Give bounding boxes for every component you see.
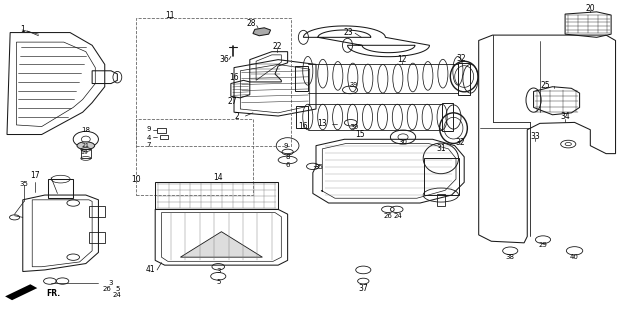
Text: 36: 36: [220, 55, 229, 64]
Text: 28: 28: [247, 20, 257, 28]
Polygon shape: [180, 232, 262, 257]
Text: 19: 19: [81, 150, 88, 156]
Bar: [155, 182, 278, 209]
Bar: [295, 66, 308, 92]
Text: 12: 12: [398, 55, 407, 64]
Bar: [89, 206, 105, 217]
Text: 31: 31: [436, 144, 446, 153]
Text: 40: 40: [570, 253, 579, 260]
Text: 35: 35: [315, 164, 324, 170]
Bar: [425, 158, 459, 195]
Text: 3: 3: [216, 268, 221, 274]
Text: 6: 6: [286, 162, 290, 168]
Text: 33: 33: [530, 132, 540, 140]
Text: 34: 34: [560, 113, 570, 122]
Text: 39: 39: [351, 124, 359, 130]
Text: 14: 14: [214, 173, 223, 182]
Text: 11: 11: [165, 11, 174, 20]
Text: 24: 24: [394, 213, 403, 219]
Text: 13: 13: [317, 119, 327, 128]
Bar: [437, 194, 445, 206]
Text: 26: 26: [102, 286, 111, 292]
Text: 2: 2: [235, 113, 240, 122]
Text: 17: 17: [30, 172, 40, 180]
Text: 5: 5: [115, 286, 119, 292]
Text: 9: 9: [147, 126, 151, 132]
Text: 32: 32: [456, 53, 466, 62]
Text: 22: 22: [272, 42, 282, 52]
Text: 38: 38: [506, 253, 514, 260]
Text: 30: 30: [399, 140, 408, 146]
Text: 26: 26: [384, 213, 392, 219]
Text: 16: 16: [229, 73, 239, 82]
Text: FR.: FR.: [46, 289, 60, 298]
Text: 18: 18: [82, 127, 90, 133]
Text: 3: 3: [109, 280, 113, 286]
Text: 39: 39: [349, 82, 358, 88]
Ellipse shape: [77, 142, 95, 149]
Polygon shape: [253, 28, 270, 36]
Text: 27: 27: [228, 97, 238, 106]
Bar: [458, 63, 470, 95]
Bar: [48, 179, 73, 198]
Text: 35: 35: [20, 181, 28, 187]
Text: 23: 23: [344, 28, 354, 37]
Text: 8: 8: [286, 154, 290, 160]
Text: 20: 20: [585, 4, 595, 13]
Text: 29: 29: [538, 242, 547, 248]
Bar: [81, 149, 91, 158]
Polygon shape: [5, 284, 37, 300]
Text: 32: 32: [455, 138, 465, 147]
Text: 41: 41: [146, 265, 155, 275]
Text: 4: 4: [147, 135, 151, 141]
Text: 15: 15: [355, 130, 365, 139]
Text: 16: 16: [298, 122, 308, 131]
Text: 9: 9: [284, 143, 288, 149]
Text: 37: 37: [358, 284, 368, 292]
Bar: [296, 106, 308, 128]
Text: 25: 25: [540, 81, 550, 90]
Text: 21: 21: [82, 143, 90, 148]
Text: 10: 10: [131, 175, 141, 184]
Bar: [89, 232, 105, 243]
Text: 5: 5: [216, 279, 221, 285]
Bar: [137, 18, 291, 146]
Text: 1: 1: [20, 25, 25, 34]
Text: 24: 24: [113, 292, 122, 299]
Bar: [137, 119, 253, 195]
Bar: [442, 103, 454, 131]
Text: 7: 7: [147, 142, 151, 148]
